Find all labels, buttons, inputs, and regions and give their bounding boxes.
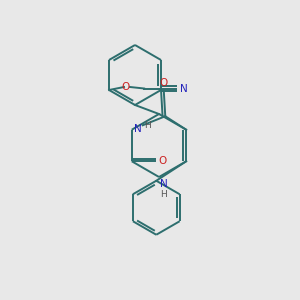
Text: N: N: [134, 124, 142, 134]
Text: H: H: [144, 121, 151, 130]
Text: O: O: [160, 78, 168, 88]
Text: N: N: [179, 83, 187, 94]
Text: O: O: [122, 82, 130, 92]
Text: O: O: [158, 156, 166, 166]
Text: H: H: [160, 190, 167, 199]
Text: N: N: [160, 179, 168, 189]
